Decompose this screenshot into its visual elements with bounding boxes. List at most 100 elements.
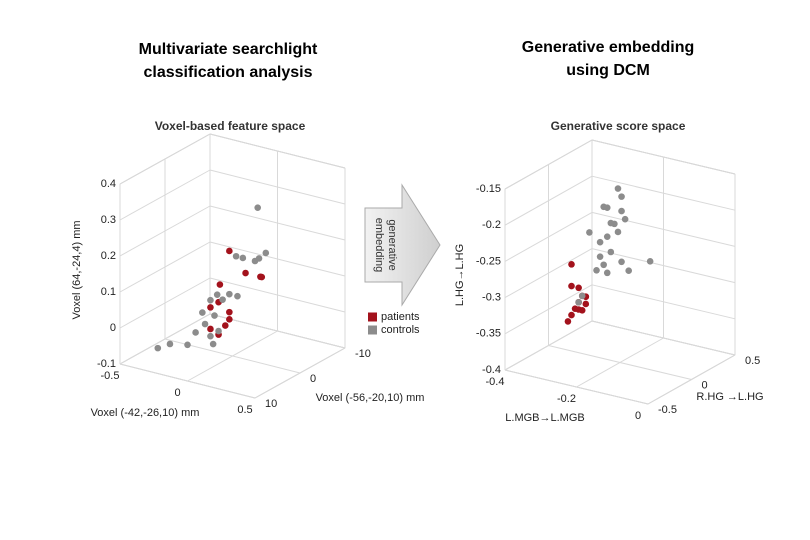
point xyxy=(571,305,579,312)
point xyxy=(254,204,261,211)
grid-line xyxy=(591,211,736,247)
point xyxy=(209,340,217,348)
point xyxy=(596,253,604,260)
point xyxy=(199,309,206,316)
z-tick-label: -0.2 xyxy=(482,219,501,231)
grid-line xyxy=(591,139,736,175)
point xyxy=(154,344,162,352)
grid-line xyxy=(504,175,593,226)
point xyxy=(255,255,263,262)
grid-line xyxy=(504,284,593,335)
grid-line xyxy=(504,248,593,299)
legend-label: patients xyxy=(381,311,420,323)
z-tick-label: 0 xyxy=(110,322,116,334)
point xyxy=(568,282,575,290)
point xyxy=(234,292,241,300)
point xyxy=(618,207,625,215)
grid-line xyxy=(591,320,736,356)
point xyxy=(184,341,191,349)
point xyxy=(207,304,214,311)
point xyxy=(568,311,575,319)
point xyxy=(219,296,226,303)
z-tick-label: -0.25 xyxy=(476,255,501,267)
y-tick-label: 0 xyxy=(310,373,316,385)
grid-line xyxy=(209,133,346,169)
x-tick-label: -0.2 xyxy=(557,393,576,405)
point xyxy=(618,193,625,200)
grid-line xyxy=(119,363,256,399)
point xyxy=(201,320,209,328)
y-tick-label: 0.5 xyxy=(745,355,760,367)
grid-line xyxy=(591,248,736,284)
grid-line xyxy=(119,277,211,329)
grid-line xyxy=(504,211,593,262)
z-tick-label: 0.2 xyxy=(101,250,116,262)
y-axis-label: Voxel (-56,-20,10) mm xyxy=(316,392,425,404)
point xyxy=(258,273,266,281)
point xyxy=(625,267,632,275)
chart-title: Generative score space xyxy=(551,119,686,133)
point xyxy=(564,318,572,325)
point xyxy=(207,296,214,304)
point xyxy=(207,332,214,340)
heading: Multivariate searchlight xyxy=(139,41,318,58)
legend-swatch xyxy=(368,312,377,322)
grid-line xyxy=(119,241,211,293)
point xyxy=(222,322,229,329)
point xyxy=(226,290,233,298)
point xyxy=(226,316,233,323)
arrow xyxy=(364,183,441,307)
point xyxy=(568,261,575,268)
point xyxy=(603,233,611,240)
x-tick-label: -0.4 xyxy=(486,376,505,388)
grid-line xyxy=(119,169,211,221)
grid-line xyxy=(119,205,211,257)
point xyxy=(600,203,607,211)
x-tick-label: -0.5 xyxy=(101,370,120,382)
point xyxy=(232,252,240,260)
arrow-label: generative xyxy=(386,219,398,270)
z-tick-label: -0.4 xyxy=(482,364,501,376)
x-axis-label: Voxel (-42,-26,10) mm xyxy=(91,407,200,419)
z-tick-label: -0.1 xyxy=(97,358,116,370)
point xyxy=(596,238,604,246)
point xyxy=(575,284,582,292)
point xyxy=(207,325,214,333)
point xyxy=(262,249,270,257)
point xyxy=(226,247,233,255)
z-tick-label: -0.35 xyxy=(476,328,501,340)
point xyxy=(213,291,221,298)
grid-line xyxy=(504,369,649,405)
y-tick-label: -0.5 xyxy=(658,404,677,416)
point xyxy=(593,267,600,274)
point xyxy=(578,307,586,314)
y-tick-label: -10 xyxy=(355,348,371,360)
point xyxy=(216,281,224,288)
x-tick-label: 0 xyxy=(174,387,180,399)
point xyxy=(215,327,222,335)
legend-swatch xyxy=(368,325,377,335)
z-tick-label: 0.3 xyxy=(101,214,116,226)
point xyxy=(166,340,174,348)
point xyxy=(242,269,249,277)
z-tick-label: 0.4 xyxy=(101,178,116,190)
x-tick-label: 0 xyxy=(635,410,641,422)
point xyxy=(578,292,586,300)
z-tick-label: -0.15 xyxy=(476,183,501,195)
point xyxy=(211,312,218,319)
point xyxy=(607,219,615,227)
z-tick-label: -0.3 xyxy=(482,292,501,304)
y-tick-label: 10 xyxy=(265,398,277,410)
grid-line xyxy=(504,320,593,371)
z-axis-label: L.HG→L.HG xyxy=(454,244,466,306)
point xyxy=(621,215,629,223)
point xyxy=(603,269,611,277)
z-axis-label: Voxel (64,-24,4) mm xyxy=(71,220,83,319)
point xyxy=(600,261,607,269)
z-tick-label: 0.1 xyxy=(101,286,116,298)
chart-title: Voxel-based feature space xyxy=(155,119,306,133)
point xyxy=(646,258,654,265)
grid-line xyxy=(591,284,736,320)
arrow-label: embedding xyxy=(373,218,385,272)
